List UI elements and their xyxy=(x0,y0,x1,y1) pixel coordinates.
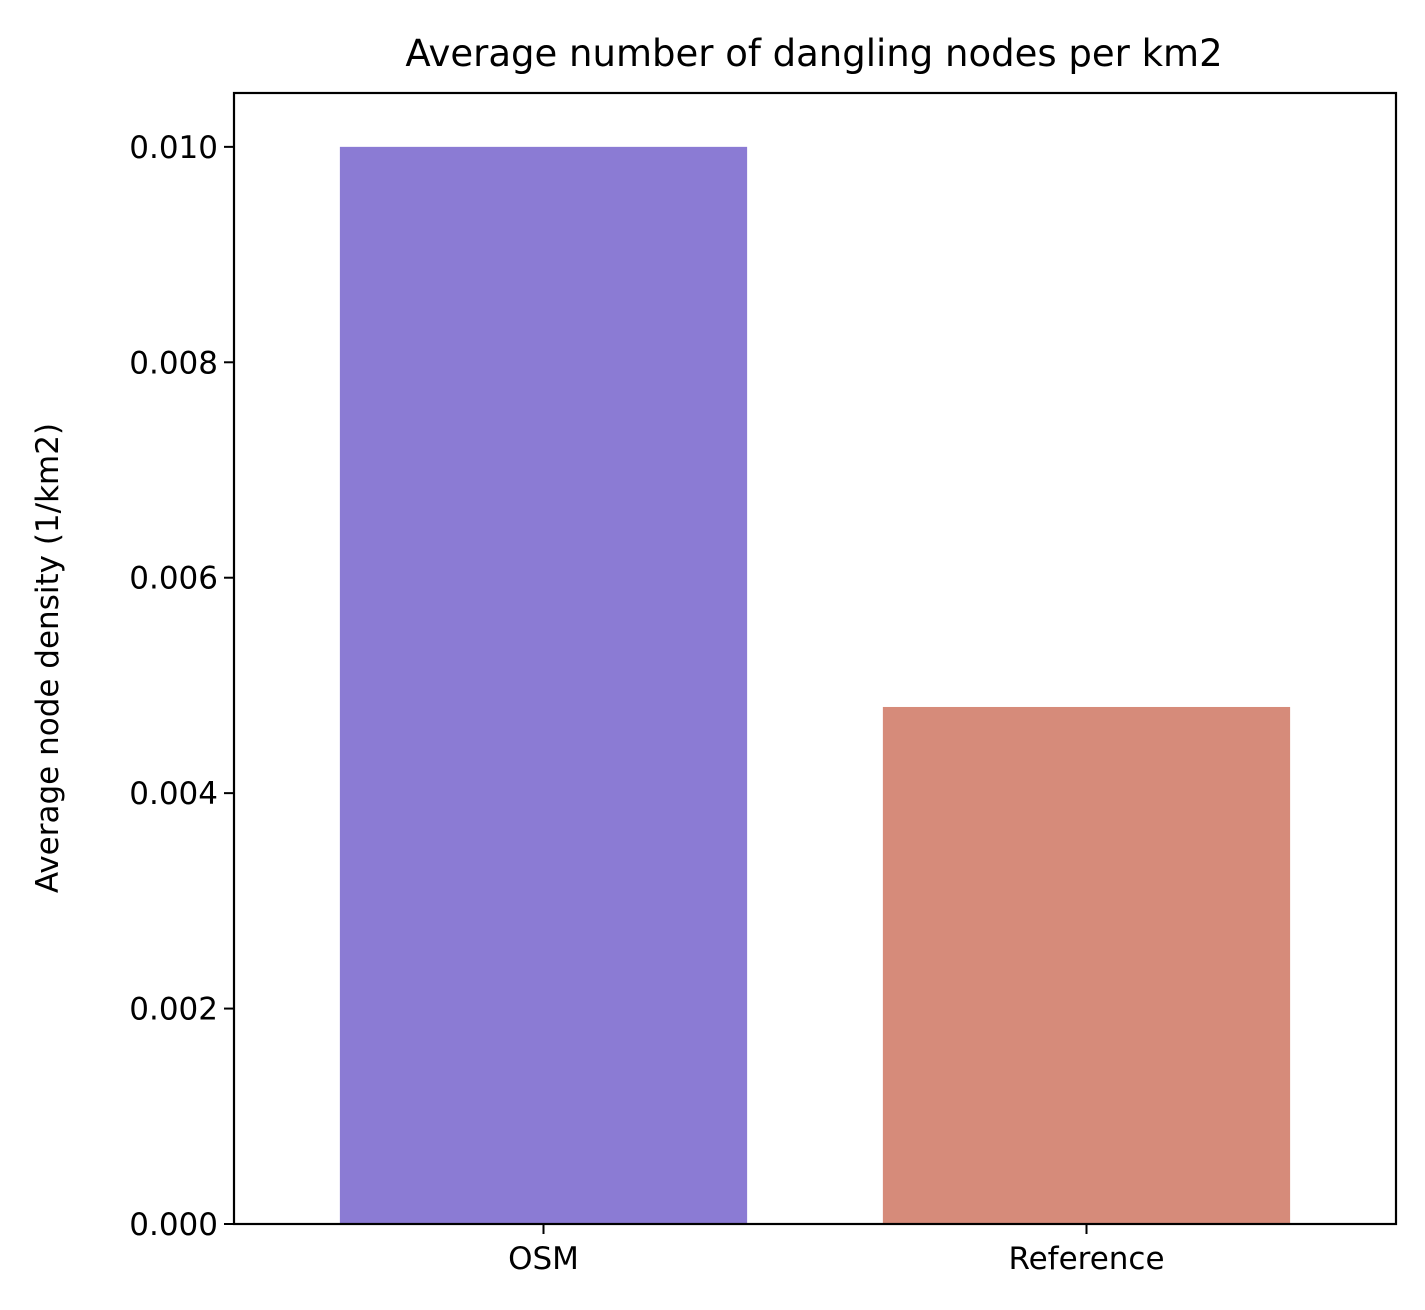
y-tick-label: 0.006 xyxy=(129,561,218,597)
bars-group xyxy=(339,146,1291,1225)
y-tick-label: 0.010 xyxy=(129,130,218,166)
y-axis-title: Average node density (1/km2) xyxy=(30,423,66,893)
x-axis-ticks: OSM Reference xyxy=(508,1224,1165,1277)
x-tick-label: OSM xyxy=(508,1241,579,1277)
y-tick-label: 0.008 xyxy=(129,345,218,381)
y-tick-label: 0.002 xyxy=(129,992,218,1028)
y-tick-label: 0.004 xyxy=(129,776,218,812)
y-axis-ticks: 0.000 0.002 0.004 0.006 0.008 0.010 xyxy=(129,130,234,1243)
plot-frame xyxy=(232,91,1398,1226)
chart-title: Average number of dangling nodes per km2 xyxy=(405,32,1222,75)
x-tick-label: Reference xyxy=(1008,1241,1164,1277)
bar-reference xyxy=(882,706,1291,1224)
y-tick-label: 0.000 xyxy=(129,1207,218,1243)
bar-osm xyxy=(339,146,748,1225)
